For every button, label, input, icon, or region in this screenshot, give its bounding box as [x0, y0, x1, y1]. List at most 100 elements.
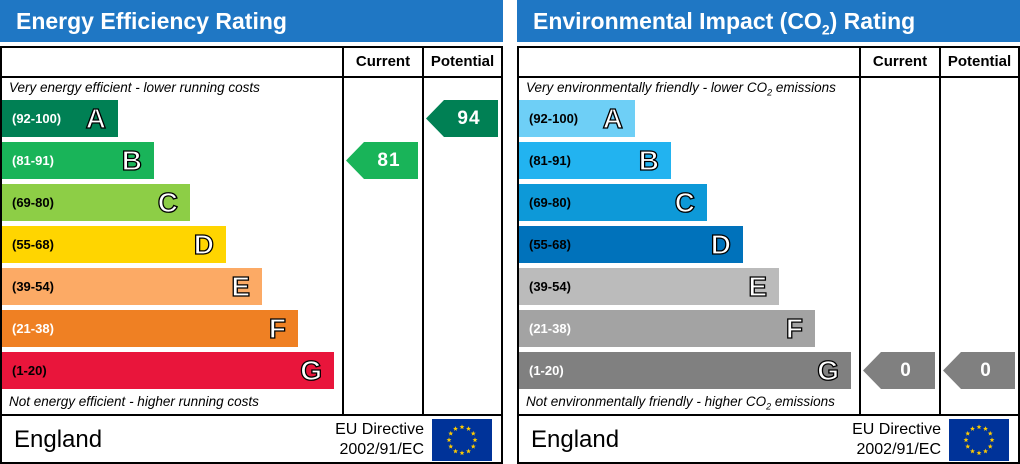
eu-star-icon: [983, 426, 988, 431]
band-letter: C: [157, 186, 179, 218]
rating-band-d: (55-68) D: [2, 226, 226, 263]
eu-star-icon: [970, 426, 975, 431]
band-range-label: (55-68): [12, 237, 54, 252]
band-letter: G: [300, 354, 323, 386]
eu-star-icon: [965, 443, 971, 449]
current-rating-arrow: 0: [863, 352, 935, 389]
rating-band-b: (81-91) B: [519, 142, 671, 179]
band-range-label: (81-91): [529, 153, 571, 168]
band-letter: F: [268, 312, 286, 344]
eu-star-icon: [963, 437, 969, 443]
rating-band-b: (81-91) B: [2, 142, 154, 179]
eu-star-icon: [470, 443, 476, 449]
eu-directive-label: EU Directive 2002/91/EC: [312, 420, 424, 460]
footer-divider: [2, 414, 501, 416]
eu-star-icon: [983, 448, 988, 454]
directive-line: EU Directive: [335, 421, 424, 438]
energy-efficiency-table: Current Potential Very energy efficient …: [0, 46, 503, 464]
eu-star-icon: [970, 448, 975, 454]
band-range-label: (39-54): [529, 279, 571, 294]
eu-star-icon: [976, 450, 982, 456]
current-column-header: Current: [872, 53, 928, 70]
rating-band-f: (21-38) F: [2, 310, 298, 347]
band-letter: D: [193, 228, 215, 260]
rating-band-e: (39-54) E: [2, 268, 262, 305]
band-letter: C: [674, 186, 696, 218]
potential-column-header: Potential: [430, 53, 495, 70]
country-label: England: [14, 426, 103, 453]
eu-star-icon: [987, 443, 993, 449]
column-divider: [422, 48, 424, 416]
eu-star-icon: [459, 450, 465, 456]
eu-star-icon: [470, 430, 476, 436]
rating-band-a: (92-100) A: [2, 100, 118, 137]
environmental-impact-table: Current Potential Very environmentally f…: [517, 46, 1020, 464]
eu-star-icon: [448, 443, 454, 449]
band-range-label: (1-20): [529, 363, 564, 378]
band-range-label: (21-38): [529, 321, 571, 336]
column-divider: [342, 48, 344, 416]
rating-band-d: (55-68) D: [519, 226, 743, 263]
eu-star-icon: [453, 448, 458, 454]
band-letter: B: [638, 144, 660, 176]
eu-star-icon: [466, 448, 471, 454]
eu-star-icon: [453, 426, 458, 431]
band-range-label: (39-54): [12, 279, 54, 294]
band-letter: A: [85, 102, 107, 134]
header-divider: [2, 76, 501, 78]
environmental-impact-panel: Environmental Impact (CO2) Rating Curren…: [517, 0, 1020, 464]
rating-band-g: (1-20) G: [2, 352, 334, 389]
eu-star-icon: [472, 437, 478, 443]
band-range-label: (1-20): [12, 363, 47, 378]
band-letter: A: [602, 102, 624, 134]
rating-band-a: (92-100) A: [519, 100, 635, 137]
band-letter: E: [231, 270, 251, 302]
eu-flag-icon: [432, 419, 492, 461]
band-range-label: (81-91): [12, 153, 54, 168]
eu-directive-label: EU Directive 2002/91/EC: [829, 420, 941, 460]
bottom-note: Not environmentally friendly - higher CO…: [526, 394, 835, 412]
eu-star-icon: [965, 430, 971, 436]
directive-code: 2002/91/EC: [339, 441, 424, 458]
band-range-label: (92-100): [529, 111, 579, 126]
environmental-impact-title: Environmental Impact (CO2) Rating: [517, 0, 1020, 42]
band-letter: G: [817, 354, 840, 386]
bottom-note: Not energy efficient - higher running co…: [9, 394, 259, 409]
footer-divider: [519, 414, 1018, 416]
rating-band-g: (1-20) G: [519, 352, 851, 389]
potential-rating-arrow: 0: [943, 352, 1015, 389]
rating-band-e: (39-54) E: [519, 268, 779, 305]
rating-band-f: (21-38) F: [519, 310, 815, 347]
band-letter: B: [121, 144, 143, 176]
current-column-header: Current: [355, 53, 411, 70]
eu-star-icon: [976, 424, 982, 430]
eu-star-icon: [446, 437, 452, 443]
top-note: Very energy efficient - lower running co…: [9, 80, 260, 95]
energy-efficiency-panel: Energy Efficiency Rating Current Potenti…: [0, 0, 503, 464]
potential-rating-arrow: 94: [426, 100, 498, 137]
eu-star-icon: [989, 437, 995, 443]
band-range-label: (21-38): [12, 321, 54, 336]
eu-star-icon: [466, 426, 471, 431]
column-divider: [859, 48, 861, 416]
top-note: Very environmentally friendly - lower CO…: [526, 80, 836, 98]
band-range-label: (69-80): [12, 195, 54, 210]
current-rating-arrow: 81: [346, 142, 418, 179]
column-divider: [939, 48, 941, 416]
band-letter: E: [748, 270, 768, 302]
rating-band-c: (69-80) C: [519, 184, 707, 221]
directive-code: 2002/91/EC: [856, 441, 941, 458]
header-divider: [519, 76, 1018, 78]
country-label: England: [531, 426, 620, 453]
energy-efficiency-title: Energy Efficiency Rating: [0, 0, 503, 42]
band-range-label: (92-100): [12, 111, 62, 126]
band-letter: D: [710, 228, 732, 260]
eu-star-icon: [448, 430, 454, 436]
band-range-label: (55-68): [529, 237, 571, 252]
band-letter: F: [785, 312, 803, 344]
rating-band-c: (69-80) C: [2, 184, 190, 221]
potential-column-header: Potential: [947, 53, 1012, 70]
directive-line: EU Directive: [852, 421, 941, 438]
eu-star-icon: [987, 430, 993, 436]
eu-star-icon: [459, 424, 465, 430]
